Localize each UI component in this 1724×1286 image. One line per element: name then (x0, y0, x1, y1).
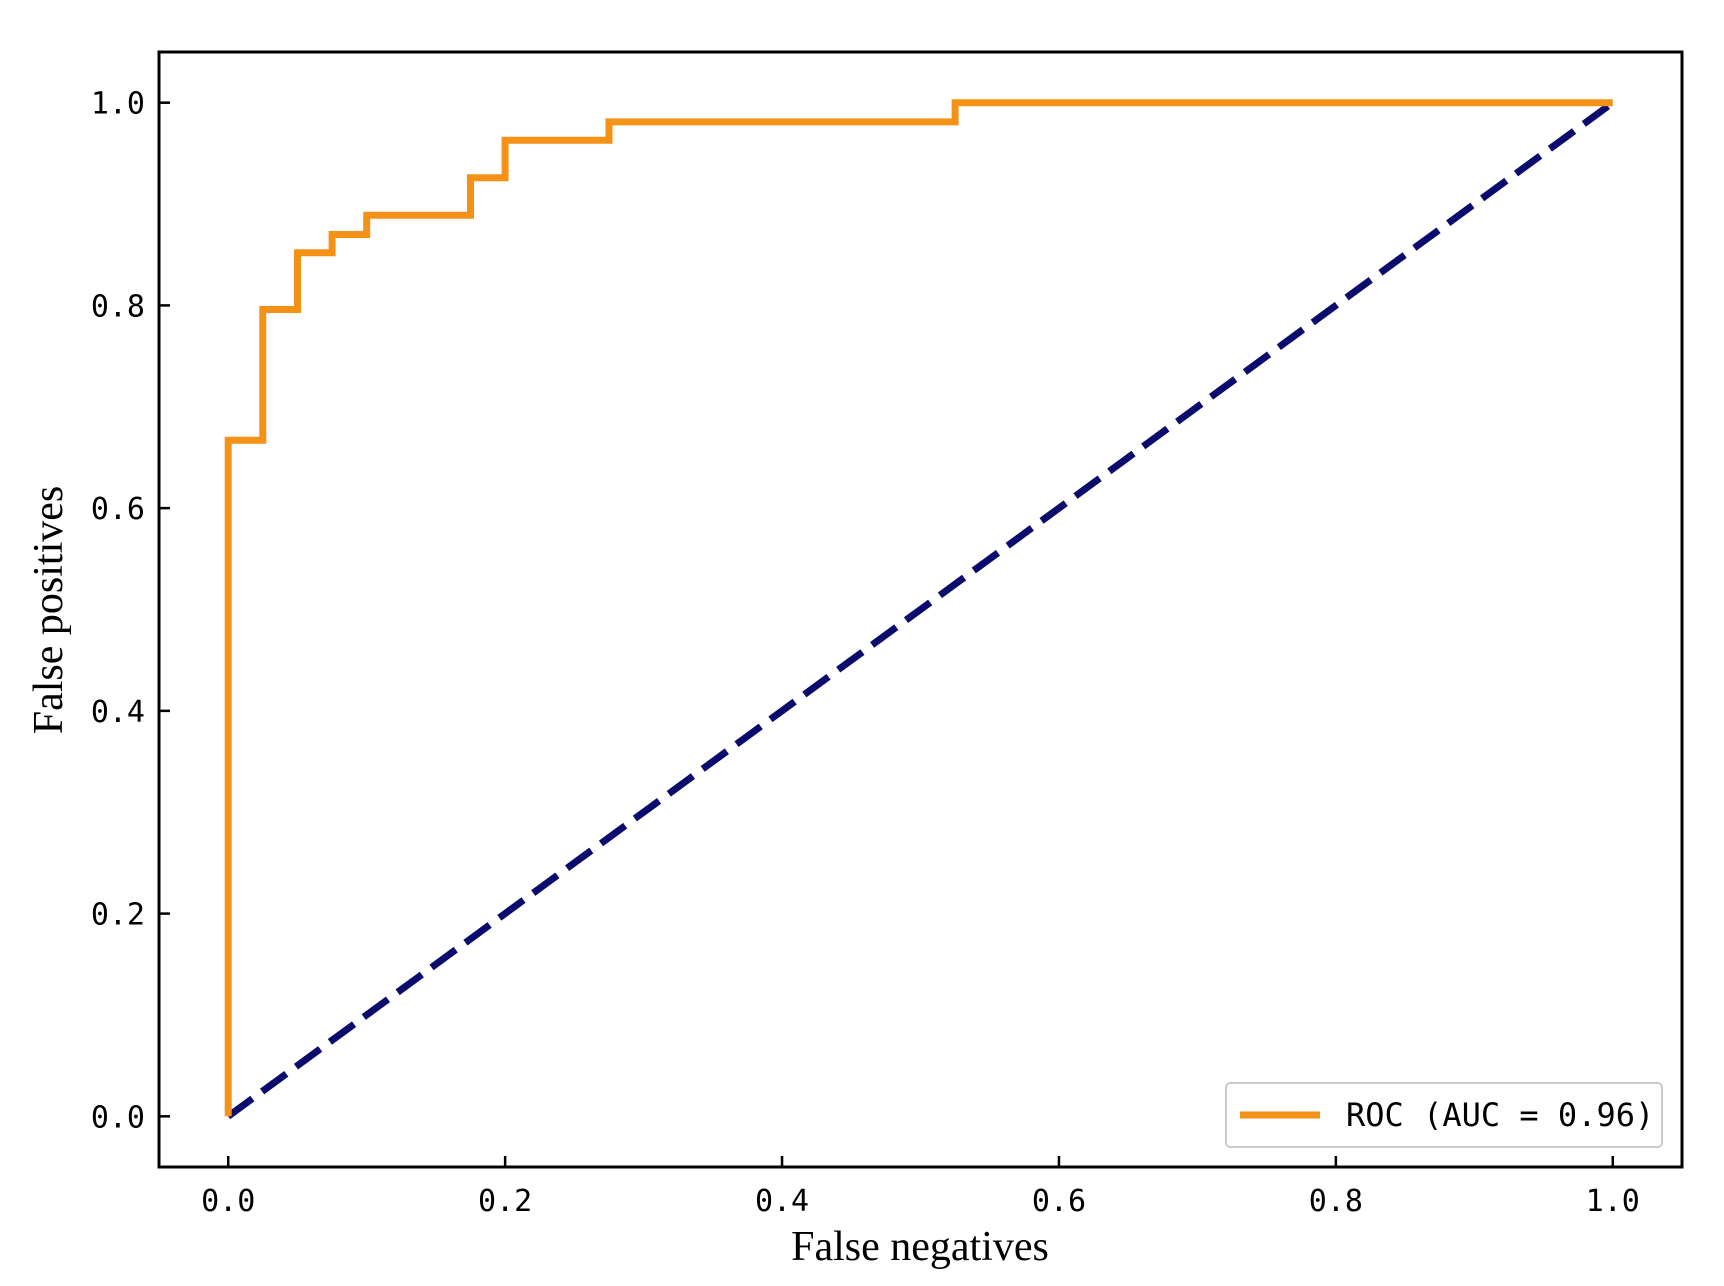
series-layer (224, 99, 1615, 1120)
plot-frame (157, 50, 1684, 1169)
x-axis-label: False negatives (791, 1224, 1049, 1270)
x-tick-label: 0.2 (478, 1184, 532, 1219)
y-tick-label: 1.0 (91, 87, 145, 122)
x-tick-label: 0.8 (1309, 1184, 1363, 1219)
y-tick-label: 0.4 (91, 695, 145, 730)
x-axis-ticks: 0.0 0.2 0.4 0.6 0.8 1.0 (201, 1156, 1640, 1219)
y-tick-label: 0.8 (91, 289, 145, 324)
y-tick-label: 0.6 (91, 492, 145, 527)
legend-label-roc: ROC (AUC = 0.96) (1346, 1096, 1654, 1134)
legend: ROC (AUC = 0.96) (1225, 1082, 1663, 1148)
x-tick-label: 0.6 (1032, 1184, 1086, 1219)
x-tick-label: 0.4 (755, 1184, 809, 1219)
y-axis-ticks: 0.0 0.2 0.4 0.6 0.8 1.0 (91, 87, 170, 1135)
x-tick-label: 0.0 (201, 1184, 255, 1219)
x-tick-label: 1.0 (1586, 1184, 1640, 1219)
y-axis-label: False positives (26, 486, 72, 735)
y-tick-label: 0.0 (91, 1100, 145, 1135)
chance-diagonal-line (226, 99, 1615, 1120)
y-tick-label: 0.2 (91, 898, 145, 933)
roc-curve-line (224, 99, 1613, 1117)
legend-box (1225, 1082, 1663, 1148)
